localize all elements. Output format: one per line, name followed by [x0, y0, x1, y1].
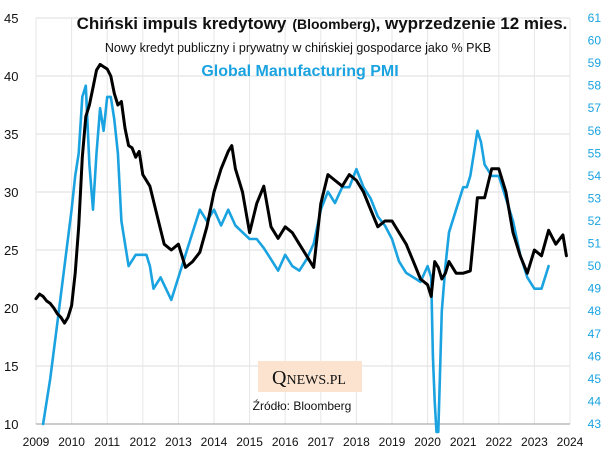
y-left-tick-label: 25 [4, 243, 18, 258]
x-tick-label: 2016 [272, 435, 299, 449]
y-right-tick-label: 60 [588, 34, 602, 48]
pmi-series-title: Global Manufacturing PMI [201, 63, 398, 80]
y-right-tick-label: 51 [588, 237, 602, 251]
x-tick-label: 2023 [521, 435, 548, 449]
y-right-tick-label: 52 [588, 214, 602, 228]
chart-title: Chiński impuls kredytowy (Bloomberg), wyp… [77, 14, 568, 33]
y-right-tick-label: 59 [588, 56, 602, 70]
y-axis-left: 10 15 20 25 30 35 40 45 [4, 11, 18, 432]
x-tick-label: 2010 [58, 435, 85, 449]
y-left-tick-label: 20 [4, 301, 18, 316]
y-axis-right: 43 44 45 46 47 48 49 50 51 52 53 54 55 56 57 58 59 60 61 [588, 11, 602, 431]
x-tick-label: 2011 [94, 435, 120, 449]
series-line-credit-impulse [34, 62, 568, 325]
y-right-tick-label: 50 [588, 259, 602, 273]
x-tick-label: 2017 [307, 435, 334, 449]
y-right-tick-label: 48 [588, 304, 602, 318]
x-tick-label: 2019 [379, 435, 406, 449]
y-left-tick-label: 15 [4, 359, 18, 374]
y-right-tick-label: 53 [588, 191, 602, 205]
y-left-tick-label: 40 [4, 69, 18, 84]
logo: QNEWS.PL [258, 361, 362, 392]
x-tick-label: 2018 [343, 435, 370, 449]
y-right-tick-label: 43 [588, 417, 602, 431]
x-tick-label: 2021 [450, 435, 477, 449]
y-right-tick-label: 57 [588, 101, 602, 115]
x-tick-label: 2013 [165, 435, 192, 449]
y-right-tick-label: 46 [588, 349, 602, 363]
y-right-tick-label: 44 [588, 394, 602, 408]
y-right-tick-label: 49 [588, 282, 602, 296]
series-layer [34, 62, 568, 434]
y-right-tick-label: 58 [588, 79, 602, 93]
chart-titles: Chiński impuls kredytowy (Bloomberg), wyp… [77, 14, 568, 80]
x-tick-label: 2020 [414, 435, 441, 449]
x-tick-label: 2009 [23, 435, 50, 449]
logo-background [258, 361, 362, 392]
y-right-tick-label: 61 [588, 11, 602, 25]
x-tick-label: 2022 [485, 435, 512, 449]
y-right-tick-label: 56 [588, 124, 602, 138]
source-note: Źródło: Bloomberg [253, 398, 352, 413]
x-axis: 2009 2010 2011 2012 2013 2014 2015 2016 2017 2018… [23, 423, 584, 449]
y-left-tick-label: 10 [4, 417, 18, 432]
y-right-tick-label: 55 [588, 146, 602, 160]
x-tick-label: 2024 [557, 435, 584, 449]
y-left-tick-label: 45 [4, 11, 18, 26]
x-tick-label: 2015 [236, 435, 263, 449]
x-tick-label: 2012 [129, 435, 156, 449]
y-right-tick-label: 54 [588, 169, 602, 183]
y-right-tick-label: 47 [588, 327, 602, 341]
logo-text: QNEWS.PL [272, 367, 346, 389]
chart-subtitle: Nowy kredyt publiczny i prywatny w chińs… [105, 41, 491, 55]
y-right-tick-label: 45 [588, 372, 602, 386]
y-left-tick-label: 30 [4, 185, 18, 200]
y-left-tick-label: 35 [4, 127, 18, 142]
series-line-pmi [41, 84, 550, 434]
x-tick-label: 2014 [201, 435, 228, 449]
